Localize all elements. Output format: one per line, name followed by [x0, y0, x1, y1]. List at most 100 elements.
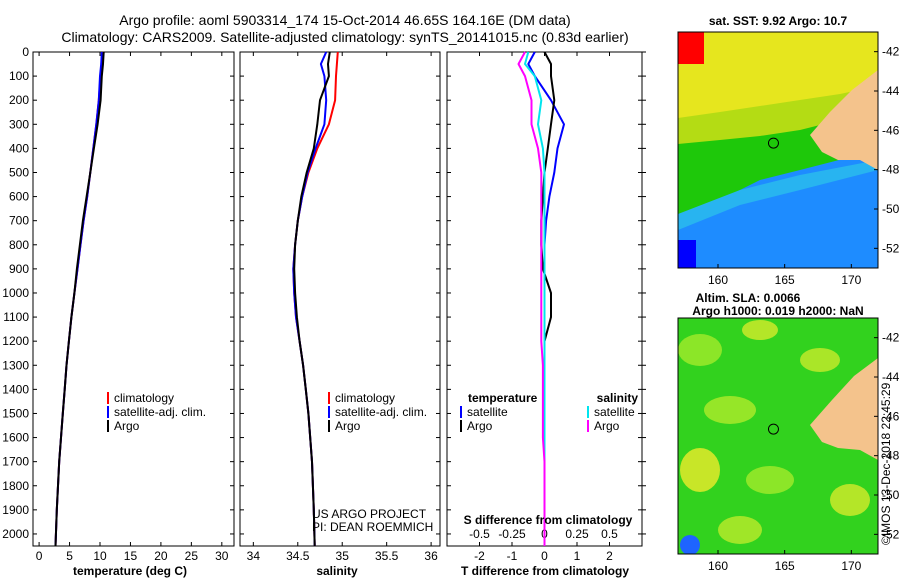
- secondary-x-tick-label: -0.5: [469, 527, 490, 541]
- altimetry-map-title: Altim. SLA: 0.0066: [696, 291, 801, 305]
- map-y-tick-label: -42: [882, 45, 900, 59]
- temperature-axes-frame: [32, 51, 235, 547]
- map-x-tick-label: 170: [841, 559, 861, 573]
- y-tick-label: 2000: [2, 527, 29, 541]
- series-line-argo: [54, 51, 105, 547]
- y-tick-label: 1900: [2, 503, 29, 517]
- x-tick-label: 30: [215, 549, 229, 563]
- x-tick-label: -2: [474, 549, 485, 563]
- altimetry-heatmap: [678, 318, 878, 554]
- temperature-marks: 0100200300400500600700800900100011001200…: [2, 45, 234, 563]
- y-tick-label: 900: [9, 262, 29, 276]
- y-tick-label: 800: [9, 238, 29, 252]
- y-tick-label: 700: [9, 214, 29, 228]
- sst-map-ticks: 160 165 170 -42 -44 -46 -48 -50 -52: [708, 45, 900, 287]
- difference-marks: -2 -1 0 1 2-0.5 -0.25 0 0.25 0.5: [447, 51, 646, 563]
- secondary-x-tick-label: -0.25: [498, 527, 526, 541]
- temperature-panel: 0100200300400500600700800900100011001200…: [2, 45, 235, 578]
- legend-label-satellite-adj: satellite-adj. clim.: [335, 405, 427, 419]
- y-tick-label: 400: [9, 141, 29, 155]
- series-line-argo: [517, 51, 546, 546]
- legend-label-argo: Argo: [114, 419, 140, 433]
- x-tick-label: -1: [507, 549, 518, 563]
- altimetry-map-subtitle: Argo h1000: 0.019 h2000: NaN: [692, 304, 863, 318]
- map-y-tick-label: -46: [882, 123, 900, 137]
- salinity-legend: climatology satellite-adj. clim. Argo: [328, 391, 427, 433]
- difference-xlabel: T difference from climatology: [461, 564, 629, 578]
- y-tick-label: 1500: [2, 406, 29, 420]
- y-tick-label: 1800: [2, 479, 29, 493]
- map-y-tick-label: -52: [882, 527, 900, 541]
- map-y-tick-label: -44: [882, 84, 900, 98]
- y-tick-label: 1100: [3, 310, 29, 324]
- altimetry-map-panel: Altim. SLA: 0.0066 Argo h1000: 0.019 h20…: [677, 291, 900, 573]
- sst-map-title: sat. SST: 9.92 Argo: 10.7: [709, 14, 848, 28]
- x-tick-label: 34: [247, 549, 261, 563]
- x-tick-label: 2: [606, 549, 613, 563]
- map-y-tick-label: -46: [882, 409, 900, 423]
- y-tick-label: 200: [9, 93, 29, 107]
- y-tick-label: 600: [9, 190, 29, 204]
- map-y-tick-label: -42: [882, 331, 900, 345]
- secondary-x-tick-label: 0.5: [601, 527, 618, 541]
- map-y-tick-label: -52: [882, 241, 900, 255]
- series-line-satellite: [524, 51, 546, 546]
- x-tick-label: 35: [336, 549, 350, 563]
- y-tick-label: 1700: [2, 455, 29, 469]
- y-tick-label: 300: [9, 117, 29, 131]
- legend-temperature-title: temperature: [468, 391, 538, 405]
- y-tick-label: 100: [9, 69, 29, 83]
- sst-heatmap: [678, 32, 878, 268]
- series-line-argo: [293, 51, 331, 547]
- legend-label-sal-argo: Argo: [594, 419, 620, 433]
- argo-position-marker: [767, 137, 779, 149]
- map-y-tick-label: -50: [882, 488, 900, 502]
- x-tick-label: 0: [36, 549, 43, 563]
- x-tick-label: 1: [574, 549, 581, 563]
- x-tick-label: 36: [424, 549, 438, 563]
- x-tick-label: 25: [185, 549, 199, 563]
- x-tick-label: 0: [541, 549, 548, 563]
- figure-title-line1: Argo profile: aoml 5903314_174 15-Oct-20…: [119, 12, 570, 28]
- difference-panel: -2 -1 0 1 2-0.5 -0.25 0 0.25 0.5 T difference fr…: [446, 51, 646, 578]
- y-tick-label: 1300: [2, 358, 29, 372]
- x-tick-label: 10: [93, 549, 107, 563]
- x-tick-label: 15: [124, 549, 138, 563]
- y-tick-label: 1200: [2, 334, 29, 348]
- legend-label-satellite-adj: satellite-adj. clim.: [114, 405, 206, 419]
- temperature-legend: climatology satellite-adj. clim. Argo: [107, 391, 206, 433]
- salinity-axes-frame: [239, 51, 441, 547]
- argo-position-marker: [767, 423, 779, 435]
- map-x-tick-label: 165: [775, 273, 795, 287]
- map-y-tick-label: -50: [882, 202, 900, 216]
- sst-map-panel: sat. SST: 9.92 Argo: 10.7 160 165 170 -42 -4…: [677, 14, 900, 287]
- x-tick-label: 20: [154, 549, 168, 563]
- salinity-panel: 34 34.5 35 35.5 36 salinity climatology sate…: [239, 51, 441, 578]
- legend-label-argo: Argo: [335, 419, 361, 433]
- salinity-xlabel: salinity: [316, 564, 358, 578]
- difference-secondary-xlabel: S difference from climatology: [464, 513, 633, 527]
- map-x-tick-label: 165: [775, 559, 795, 573]
- temperature-xlabel: temperature (deg C): [73, 564, 187, 578]
- legend-label-temp-argo: Argo: [467, 419, 493, 433]
- legend-label-climatology: climatology: [114, 391, 174, 405]
- y-tick-label: 1600: [2, 431, 29, 445]
- x-tick-label: 34.5: [286, 549, 310, 563]
- credit-pi: PI: DEAN ROEMMICH: [312, 520, 433, 534]
- secondary-x-tick-label: 0.25: [565, 527, 589, 541]
- map-y-tick-label: -48: [882, 163, 900, 177]
- y-tick-label: 1400: [2, 382, 29, 396]
- altimetry-map-frame: [677, 317, 879, 555]
- altimetry-map-ticks: 160 165 170 -42 -44 -46 -48 -50 -52: [708, 331, 900, 573]
- sst-map-frame: [677, 31, 879, 269]
- map-y-tick-label: -48: [882, 449, 900, 463]
- salinity-marks: 34 34.5 35 35.5 36: [240, 51, 440, 563]
- map-x-tick-label: 160: [708, 559, 728, 573]
- x-tick-label: 35.5: [375, 549, 399, 563]
- legend-salinity-title: salinity: [597, 391, 639, 405]
- y-tick-label: 0: [22, 45, 29, 59]
- map-x-tick-label: 170: [841, 273, 861, 287]
- timestamp: ©IMOS 13-Dec-2018 22:45:29: [879, 382, 893, 545]
- y-tick-label: 500: [9, 165, 29, 179]
